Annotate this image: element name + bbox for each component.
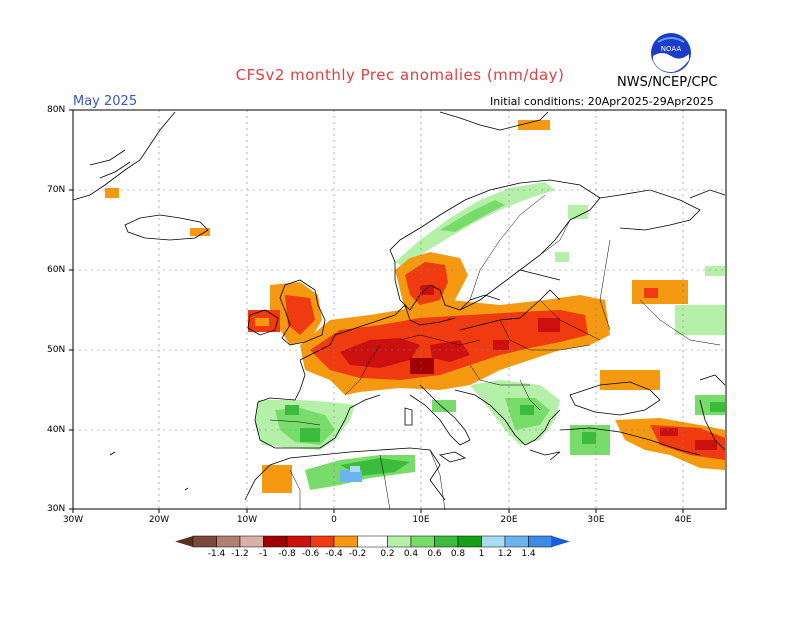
colorbar-swatch [528, 535, 553, 548]
lat-label-60n: 60N [47, 265, 66, 275]
lon-label-30e: 30E [587, 515, 605, 525]
colorbar-tick-label: -1.2 [231, 549, 249, 559]
graticule [73, 110, 726, 509]
colorbar-tick-label: 1 [478, 549, 485, 559]
colorbar-swatch [239, 535, 264, 548]
lat-label-70n: 70N [47, 185, 66, 195]
colorbar-arrow-high [552, 536, 570, 547]
colorbar-tick-label: -1.4 [207, 549, 226, 559]
colorbar-tick-label: 1.2 [497, 549, 513, 559]
lon-label-20w: 20W [148, 515, 170, 525]
lat-label-40n: 40N [47, 425, 66, 435]
initial-conditions: Initial conditions: 20Apr2025-29Apr2025 [490, 95, 714, 108]
colorbar-swatch [410, 535, 435, 548]
lon-label-20e: 20E [500, 515, 518, 525]
lon-label-10e: 10E [412, 515, 430, 525]
colorbar-swatch [357, 535, 388, 548]
colorbar-tick-label: 1.4 [521, 549, 536, 559]
colorbar-tick-label: -0.4 [325, 549, 343, 559]
colorbar-tick-label: 0.4 [403, 549, 419, 559]
lat-label-80n: 80N [47, 105, 66, 115]
colorbar-swatch [286, 535, 311, 548]
colorbar-tick-label: -0.6 [301, 549, 320, 559]
colorbar-tick-label: 0.6 [427, 549, 442, 559]
colorbar-swatch [387, 535, 412, 548]
axis-ticks [69, 109, 684, 513]
chart-title: CFSv2 monthly Prec anomalies (mm/day) [235, 66, 565, 84]
colorbar-tick-label: 0.8 [450, 549, 466, 559]
lon-label-30w: 30W [62, 515, 84, 525]
noaa-logo-icon: NOAA [651, 33, 691, 73]
colorbar-swatch [434, 535, 459, 548]
colorbar-swatch [216, 535, 241, 548]
lon-label-10w: 10W [236, 515, 258, 525]
colorbar-swatch [481, 535, 506, 548]
colorbar-tick-label: -1 [259, 549, 268, 559]
lat-label-30n: 30N [47, 504, 66, 514]
colorbar [175, 535, 570, 548]
map-frame [72, 109, 727, 510]
colorbar-swatch [192, 535, 217, 548]
colorbar-swatch [310, 535, 335, 548]
forecast-month: May 2025 [73, 94, 138, 109]
lat-label-50n: 50N [47, 345, 66, 355]
colorbar-swatch [457, 535, 482, 548]
lon-label-40e: 40E [674, 515, 692, 525]
colorbar-tick-label: -0.2 [348, 549, 367, 559]
anomaly-field [105, 120, 725, 493]
colorbar-swatch [333, 535, 358, 548]
coastlines [72, 111, 726, 501]
colorbar-swatch [263, 535, 288, 548]
lon-label-0: 0 [331, 515, 337, 525]
colorbar-swatch [504, 535, 529, 548]
colorbar-tick-label: 0.2 [380, 549, 395, 559]
country-borders [269, 194, 721, 511]
org-label: NWS/NCEP/CPC [617, 75, 718, 90]
svg-text:NOAA: NOAA [661, 45, 682, 53]
colorbar-arrow-low [175, 536, 193, 547]
colorbar-tick-label: -0.8 [278, 549, 296, 559]
